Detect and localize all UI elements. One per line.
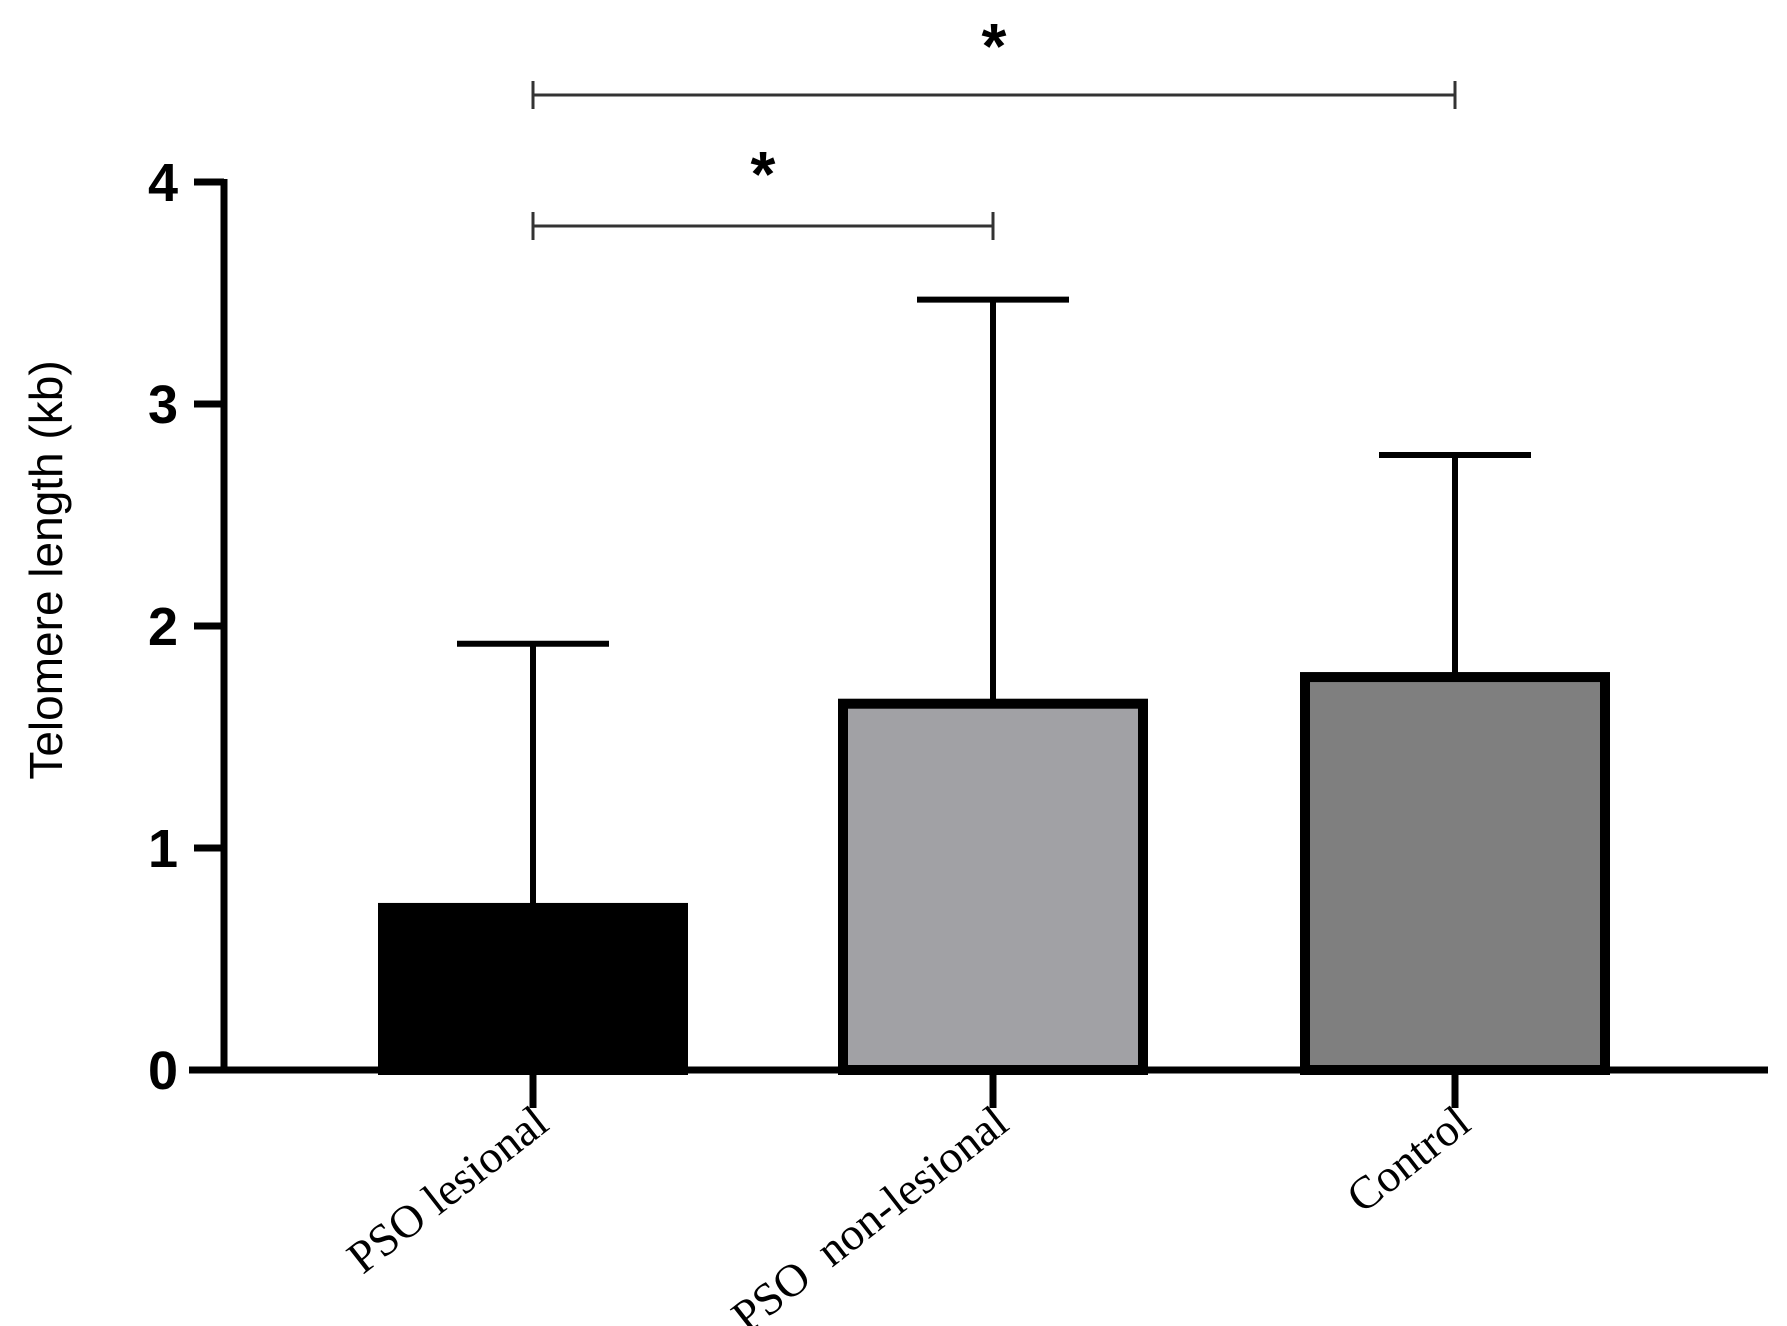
- bar-2: [1300, 672, 1610, 1075]
- sig-label-0: *: [982, 10, 1007, 82]
- y-tick-label-3: 3: [148, 375, 178, 435]
- bar-0: [378, 902, 688, 1075]
- y-tick-label-0: 0: [148, 1041, 178, 1101]
- y-axis-label: Telomere length (kb): [20, 360, 72, 779]
- y-tick-label-4: 4: [148, 153, 178, 213]
- x-tick-label-2: Control: [1337, 1096, 1479, 1223]
- sig-label-1: *: [751, 138, 776, 210]
- bar-1: [838, 698, 1148, 1075]
- x-tick-label-0: PSO lesional: [337, 1096, 557, 1283]
- y-tick-label-2: 2: [148, 597, 178, 657]
- y-tick-label-1: 1: [148, 819, 178, 879]
- x-tick-label-1: PSO non-lesional: [722, 1096, 1017, 1326]
